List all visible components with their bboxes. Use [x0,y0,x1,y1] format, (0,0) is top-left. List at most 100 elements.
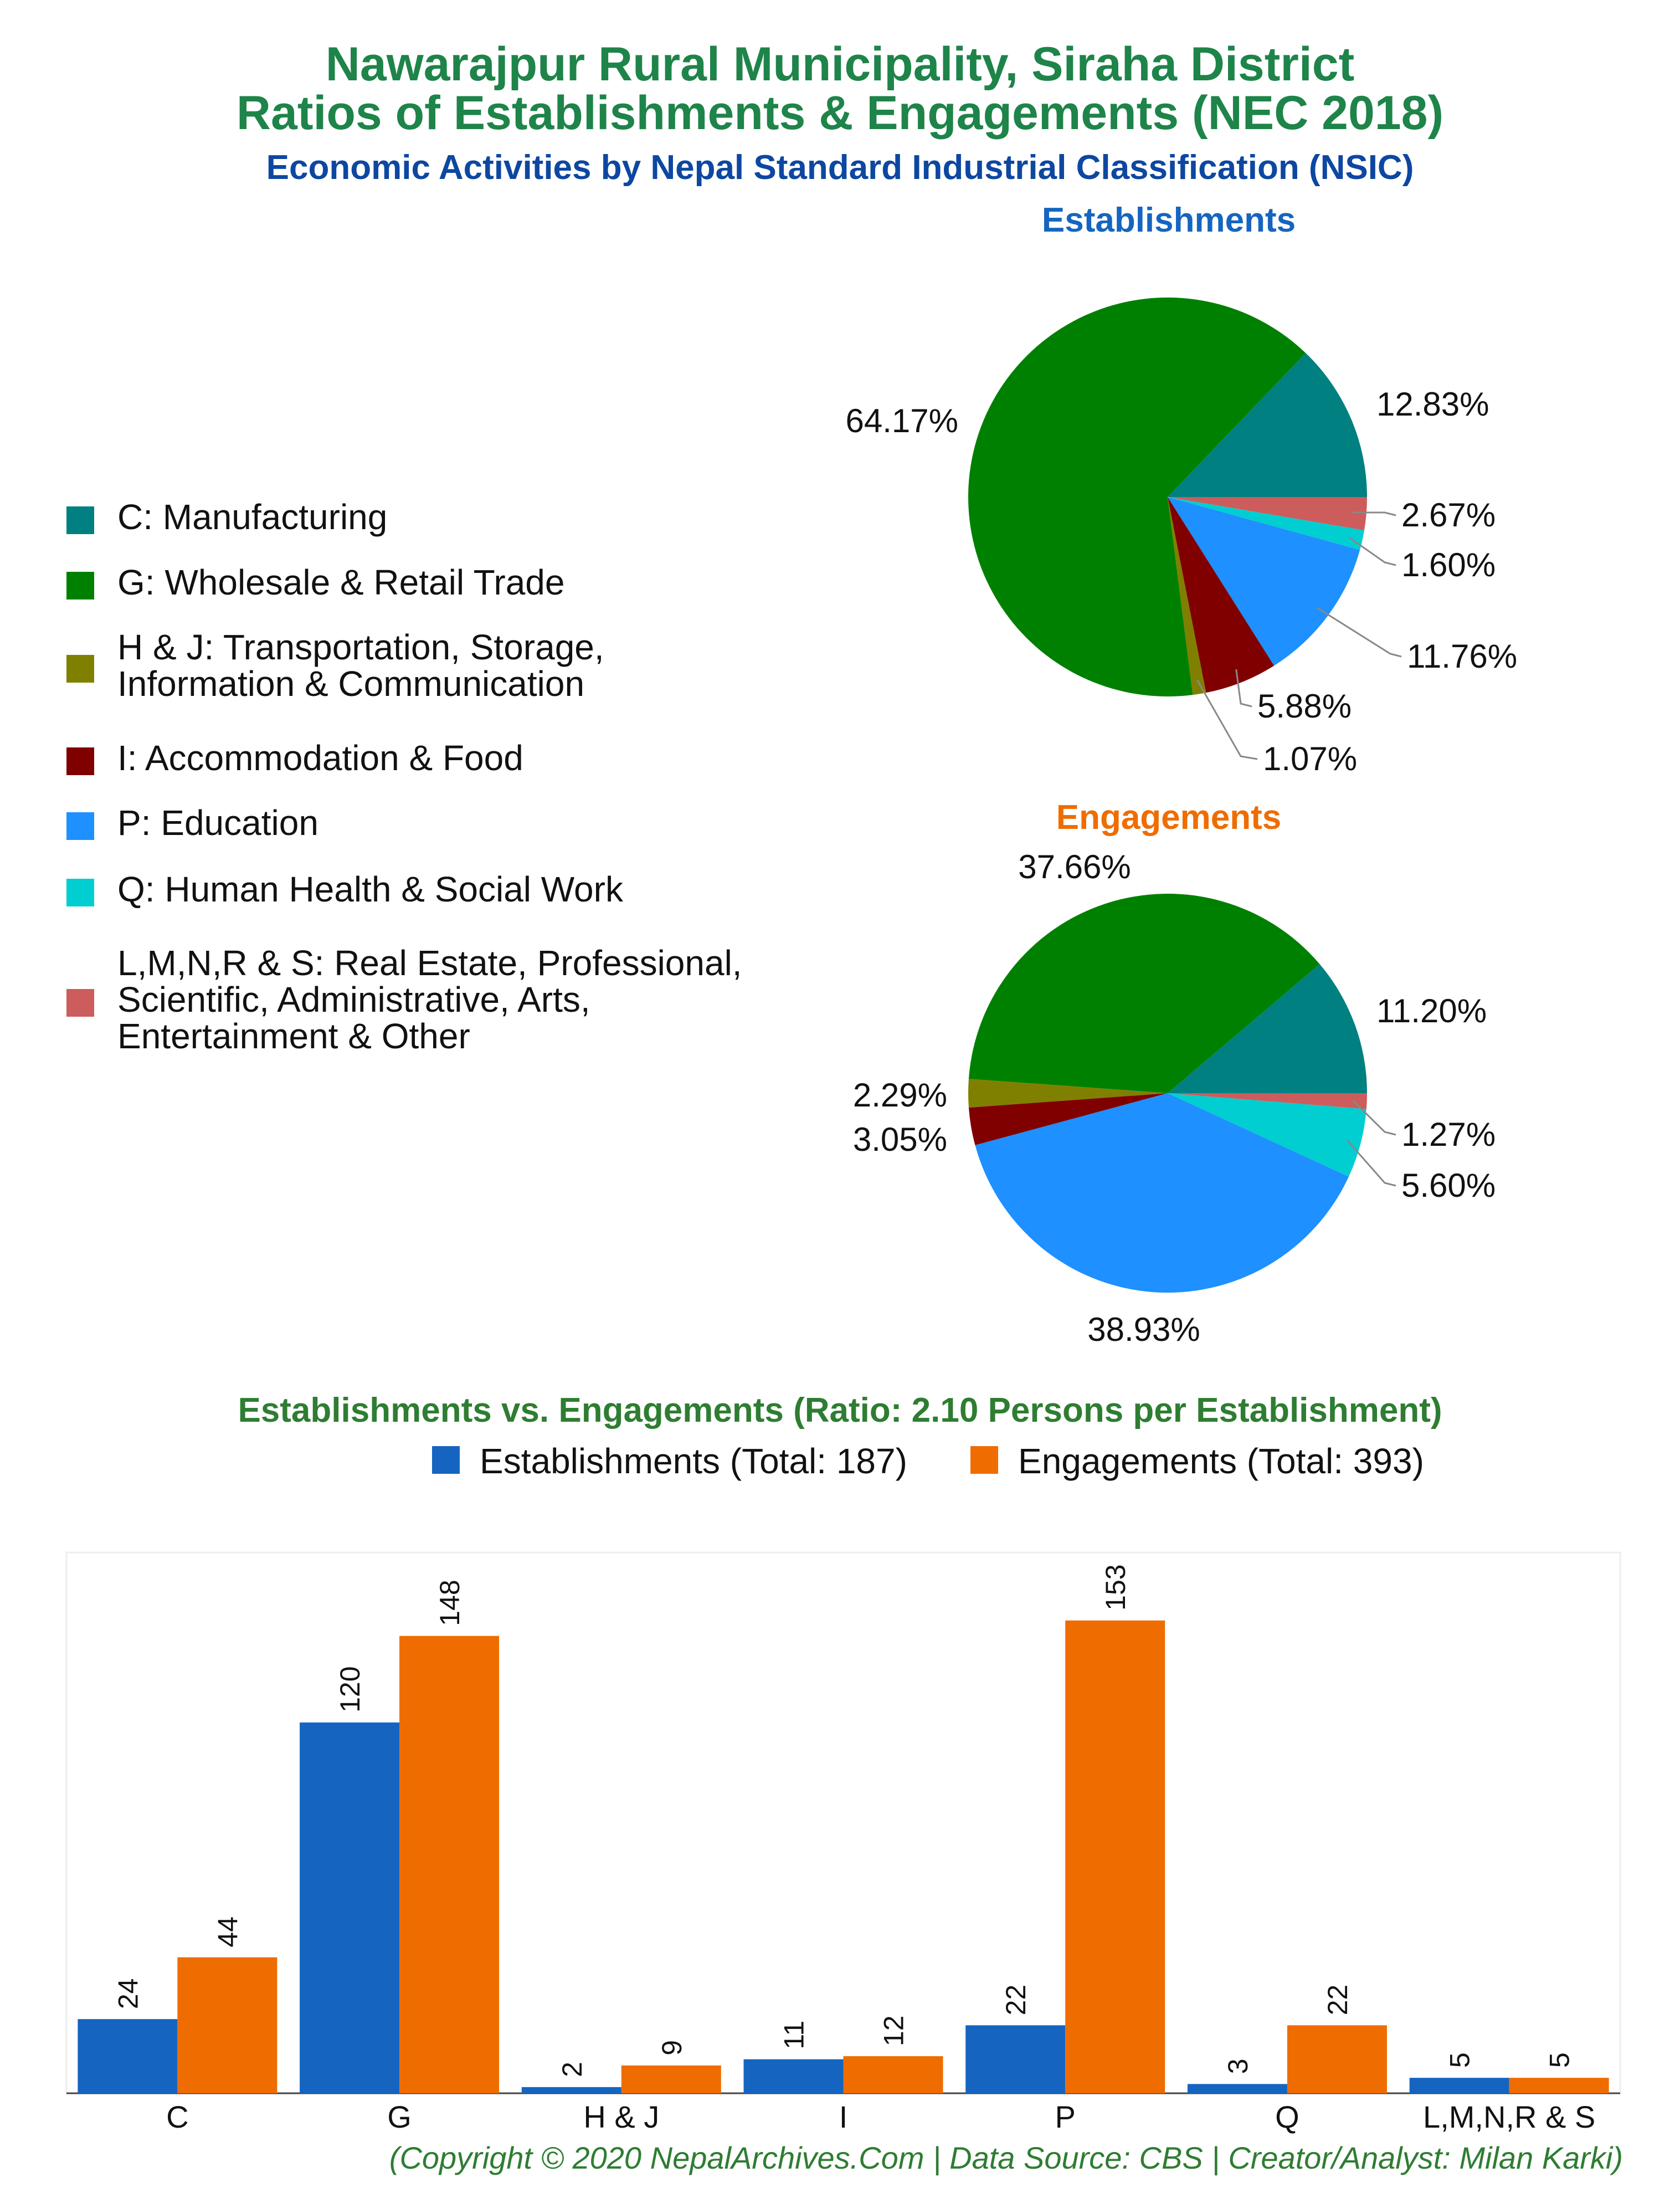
bar-value-label: 148 [434,1580,465,1626]
x-tick-label: L,M,N,R & S [1423,2099,1595,2134]
bar-value-label: 9 [656,2040,687,2056]
bar-value-label: 5 [1445,2052,1476,2068]
pie-slice-label: 12.83% [1376,386,1489,423]
pie-slice-label: 11.20% [1376,992,1487,1029]
pie-slice-h-j [968,1079,1168,1108]
pie-slice-label: 2.29% [853,1077,947,1114]
legend-label: L,M,N,R & S: Real Estate, Professional, … [117,943,742,1056]
pie-slice-g [968,894,1320,1093]
pie-slice-label: 38.93% [1087,1311,1200,1348]
legend-label: H & J: Transportation, Storage, Informat… [117,627,604,704]
pie-slice-h-j [1168,497,1206,695]
engagements-bar-l-m-n-r-s [1509,2078,1609,2093]
establishments-bar-q [1187,2084,1287,2093]
engagements-pie-chart: 11.20% 37.66% 2.29% 3.05% 38.93% 5.60% 1.27% [853,848,1496,1348]
pie-slice-q [1168,1093,1366,1177]
chart-title-line2: Ratios of Establishments & Engagements (… [236,86,1444,140]
bar-value-label: 22 [1000,1985,1031,2016]
pie-slice-c [1168,353,1367,497]
pie-slice-label: 11.76% [1407,638,1517,675]
bar-chart-legend: Establishments (Total: 187) Engagements … [0,1441,1680,1485]
pie-slice-label: 2.67% [1401,496,1496,534]
engagements-bar-q [1287,2025,1387,2093]
pie-slice-q [1168,497,1364,550]
bar-chart-title: Establishments vs. Engagements (Ratio: 2… [238,1391,1442,1429]
legend-label-establishments: Establishments (Total: 187) [480,1441,907,1481]
establishments-bar-p [965,2025,1066,2093]
pie-slice-l-m-n-r-s [1168,1093,1367,1109]
x-tick-label: Q [1275,2099,1299,2134]
establishments-bar-l-m-n-r-s [1409,2078,1509,2093]
copyright-footer: (Copyright © 2020 NepalArchives.Com | Da… [389,2140,1623,2175]
bar-value-label: 3 [1222,2058,1253,2074]
legend-swatch-engagements [970,1446,998,1474]
x-tick-label: H & J [583,2099,659,2134]
bar-value-label: 24 [112,1979,143,2010]
legend-label-engagements: Engagements (Total: 393) [1018,1441,1424,1481]
pie-slice-label: 3.05% [853,1121,947,1158]
pie-leader-line [1235,669,1252,708]
pie-slice-label: 5.60% [1401,1167,1496,1204]
engagements-bar-p [1065,1620,1165,2093]
bar-value-label: 11 [779,2021,810,2049]
legend-label: G: Wholesale & Retail Trade [117,562,565,602]
bar-value-label: 120 [335,1666,366,1712]
x-tick-label: P [1055,2099,1076,2134]
pie-leader-line [1196,679,1258,760]
pie-slice-c [1168,964,1367,1093]
legend-label: I: Accommodation & Food [117,738,523,778]
pie-leader-line [1348,536,1396,566]
pie-slice-i [968,1093,1168,1145]
legend-label: C: Manufacturing [117,497,388,537]
bar-value-label: 2 [557,2062,588,2077]
pie-slice-label: 1.60% [1401,546,1496,583]
pie-slice-label: 37.66% [1018,848,1131,885]
establishments-vs-engagements-bar-chart: 24 44 C 120 148 G 2 9 H & J 11 12 I 22 153 P 3 22 Q 5 5 L,M,… [65,1551,1621,2134]
legend-swatch [66,655,94,683]
chart-subtitle: Economic Activities by Nepal Standard In… [266,148,1414,187]
establishments-bar-i [743,2059,844,2093]
establishments-bar-c [78,2019,178,2093]
pie-slice-label: 1.07% [1263,740,1357,777]
engagements-bar-h-j [621,2065,721,2093]
pie-slice-i [1168,497,1275,693]
establishments-bar-h-j [521,2087,621,2093]
legend-swatch [66,989,94,1017]
chart-title-line1: Nawarajpur Rural Municipality, Siraha Di… [325,38,1355,91]
engagements-pie-title: Engagements [1056,798,1282,837]
pie-slice-g [968,297,1306,696]
engagements-bar-g [399,1636,500,2093]
bar-value-label: 153 [1100,1564,1131,1610]
pie-slice-label: 64.17% [846,402,959,439]
pie-leader-line [1316,607,1402,658]
bar-value-label: 22 [1322,1985,1353,2016]
establishments-pie-chart: 12.83% 64.17% 1.07% 5.88% 11.76% 1.60% 2.67% [846,297,1517,777]
legend-swatch [66,747,94,775]
legend-label: P: Education [117,803,318,843]
legend-swatch [66,879,94,906]
legend-label: Q: Human Health & Social Work [117,869,623,909]
engagements-bar-i [843,2056,943,2093]
pie-slice-l-m-n-r-s [1168,497,1367,531]
legend-swatch [66,506,94,534]
establishments-pie-title: Establishments [1041,201,1296,239]
pie-slice-p [975,1093,1349,1293]
establishments-bar-g [300,1722,400,2093]
engagements-bar-c [177,1957,278,2093]
bar-value-label: 44 [212,1917,243,1948]
bar-value-label: 12 [878,2015,910,2046]
x-tick-label: I [839,2099,848,2134]
pie-slice-label: 1.27% [1401,1116,1496,1153]
plot-area [65,1551,1621,2094]
pie-slice-label: 5.88% [1257,688,1352,725]
x-tick-label: G [387,2099,412,2134]
pie-leader-line [1346,1139,1396,1187]
pie-slice-p [1168,497,1360,666]
bar-value-label: 5 [1544,2052,1575,2068]
x-tick-label: C [166,2099,188,2134]
legend-swatch [66,572,94,600]
legend-swatch-establishments [432,1446,460,1474]
pie-leader-line [1352,1100,1396,1136]
pie-leader-line [1352,511,1396,516]
legend-swatch [66,812,94,840]
